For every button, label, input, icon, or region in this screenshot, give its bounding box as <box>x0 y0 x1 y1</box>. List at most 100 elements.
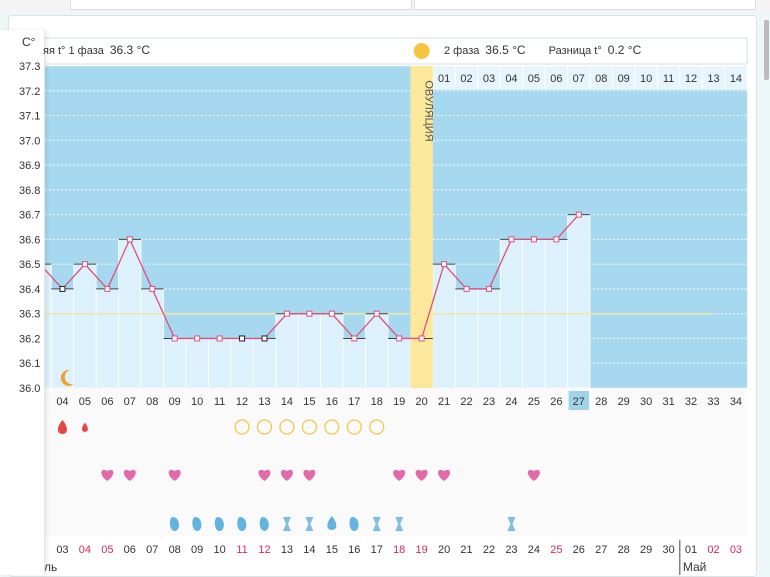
calendar-date: 28 <box>618 544 630 556</box>
calendar-date: 13 <box>281 544 293 556</box>
blood-drop-icon <box>57 420 67 434</box>
cycle-day-label: 11 <box>214 396 225 408</box>
y-axis-panel <box>0 30 45 575</box>
cycle-day-label: 10 <box>191 396 203 408</box>
y-tick-label: 36.2 <box>19 333 40 345</box>
cycle-day-label: 09 <box>169 396 181 408</box>
cycle-day-label: 05 <box>79 396 91 408</box>
calendar-date: 20 <box>438 544 450 556</box>
temp-point <box>328 310 335 317</box>
temp-bar <box>477 288 501 389</box>
drop-icon <box>169 517 179 531</box>
temp-bar <box>95 288 119 389</box>
hourglass-icon <box>305 517 314 531</box>
current-day-highlight <box>568 391 590 410</box>
phase2-day-label: 08 <box>595 73 607 85</box>
heart-icon <box>393 469 406 481</box>
circle-icon <box>234 419 250 435</box>
calendar-date: 29 <box>640 544 652 556</box>
calendar-date: 08 <box>169 544 181 556</box>
temp-point <box>126 236 133 243</box>
top-panel-right <box>414 0 756 10</box>
calendar-date: 27 <box>595 544 607 556</box>
cycle-day-label: 14 <box>281 396 293 408</box>
phase2-day-label: 14 <box>730 73 742 85</box>
cycle-day-label: 04 <box>56 396 68 408</box>
month-label-prev: ль <box>44 560 57 574</box>
teardrop-icon <box>327 516 337 530</box>
heart-icon <box>527 469 540 481</box>
y-tick-label: 37.3 <box>19 61 40 73</box>
temp-point <box>508 236 515 243</box>
circle-icon <box>369 419 385 435</box>
header-strip <box>28 37 748 65</box>
heart-icon <box>415 469 428 481</box>
calendar-date: 22 <box>483 544 495 556</box>
calendar-date: 04 <box>79 544 91 556</box>
phase2-day-label: 03 <box>483 73 495 85</box>
sun-icon <box>413 43 430 59</box>
y-tick-label: 36.1 <box>19 358 40 370</box>
calendar-date: 05 <box>101 544 113 556</box>
calendar-date: 10 <box>213 544 225 556</box>
cycle-day-label: 13 <box>258 396 270 408</box>
ovulation-label: ОВУЛЯЦИЯ <box>423 80 435 141</box>
cycle-day-label: 17 <box>348 396 360 408</box>
heart-icon <box>303 469 316 481</box>
temp-point <box>351 335 358 342</box>
calendar-date: 21 <box>460 544 472 556</box>
cycle-day-label: 31 <box>662 396 674 408</box>
drop-icon <box>192 517 202 531</box>
temp-bar <box>320 313 344 389</box>
temp-point <box>373 310 380 317</box>
calendar-date: 14 <box>303 544 315 556</box>
dates-row <box>28 536 748 575</box>
phase2-day-label: 13 <box>707 73 719 85</box>
heart-icon <box>168 469 181 481</box>
temp-bar <box>387 338 411 389</box>
phase2-day-label: 06 <box>550 73 562 85</box>
temp-point <box>486 285 492 292</box>
hourglass-icon <box>282 517 291 531</box>
drop-icon <box>237 517 247 531</box>
phase2-day-label: 07 <box>573 73 585 85</box>
temp-point <box>530 236 537 243</box>
calendar-date: 19 <box>416 544 428 556</box>
cycle-day-label: 29 <box>618 396 630 408</box>
temp-point <box>194 335 201 342</box>
calendar-date: 11 <box>236 544 247 556</box>
hourglass-icon <box>507 517 516 531</box>
temp-point <box>59 285 66 292</box>
temp-bar <box>454 288 479 389</box>
temp-bar <box>207 338 232 389</box>
cycle-day-label: 19 <box>393 396 405 408</box>
calendar-date: 17 <box>371 544 383 556</box>
cycle-day-label: 30 <box>640 396 652 408</box>
phase2-day-label: 09 <box>618 73 630 85</box>
temp-point <box>239 335 246 342</box>
phase2-day-label: 10 <box>640 73 652 85</box>
circle-icon <box>301 419 318 435</box>
scrollbar[interactable] <box>764 20 769 80</box>
temp-point <box>81 261 88 268</box>
temp-point <box>553 236 560 243</box>
y-tick-label: 36.3 <box>19 309 40 321</box>
diff-label: Разница t° <box>548 45 602 57</box>
phase2-day-cell <box>724 65 748 90</box>
calendar-date: 02 <box>707 544 719 556</box>
temp-point <box>418 335 425 342</box>
blood-drop-icon <box>81 422 88 432</box>
temp-bar <box>297 313 322 389</box>
calendar-date: 30 <box>662 544 674 556</box>
y-tick-label: 36.4 <box>19 284 40 296</box>
temp-point <box>441 261 448 268</box>
y-tick-label: 36.8 <box>19 185 40 197</box>
calendar-date: 03 <box>730 544 742 556</box>
cycle-day-label: 12 <box>236 396 248 408</box>
phase2-day-label: 11 <box>663 73 674 85</box>
temp-point <box>104 285 111 292</box>
cycle-day-label: 26 <box>550 396 562 408</box>
calendar-date: 26 <box>573 544 585 556</box>
cycle-day-label: 32 <box>685 396 697 408</box>
calendar-date: 18 <box>393 544 405 556</box>
